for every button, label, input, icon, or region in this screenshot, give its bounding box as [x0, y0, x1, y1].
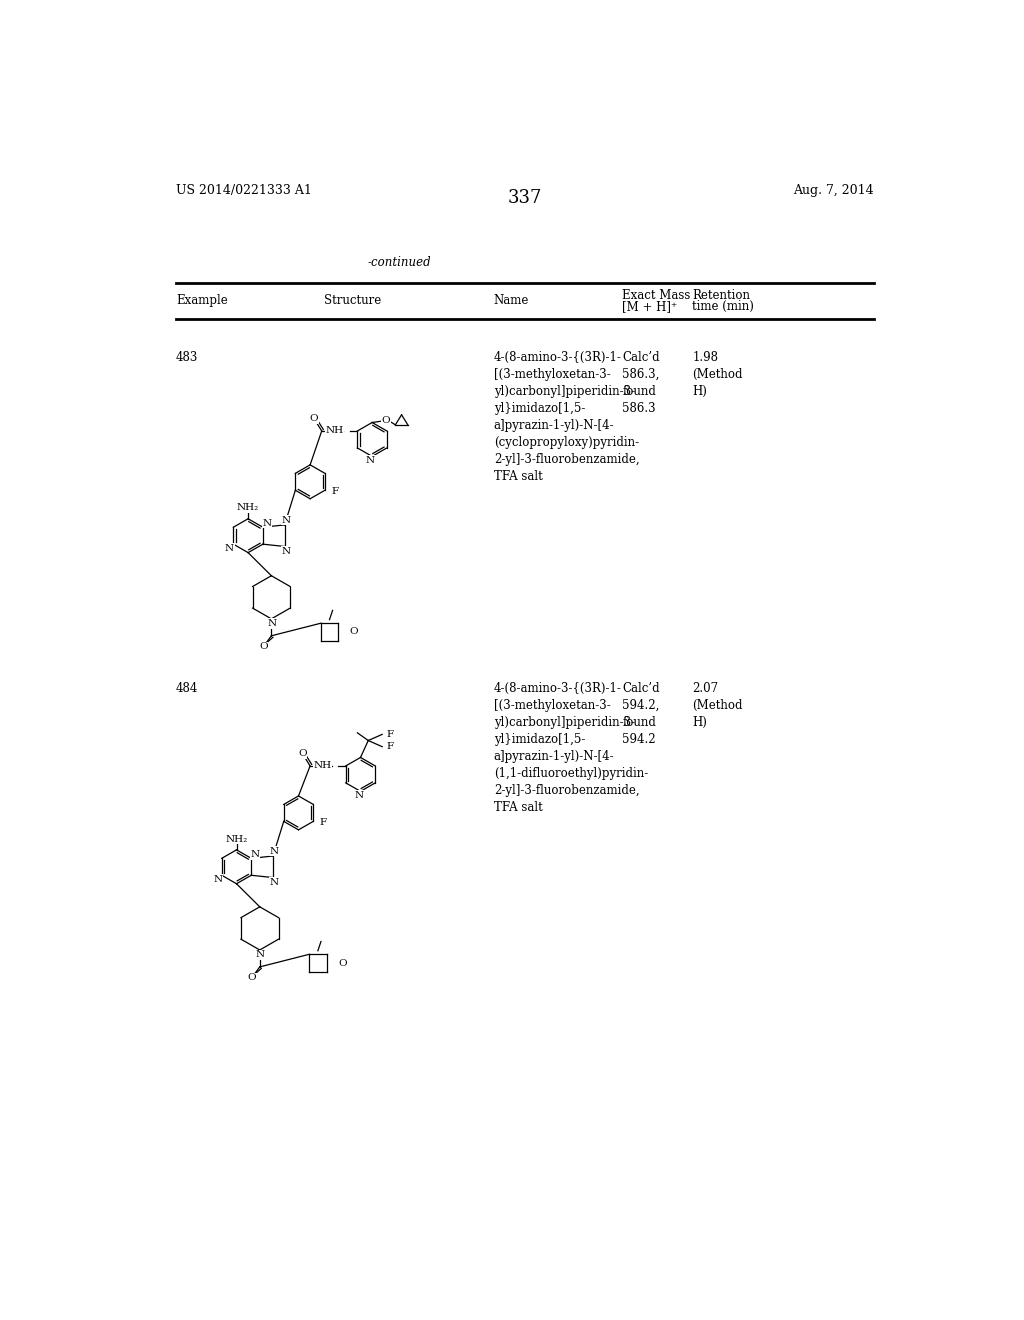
- Text: 2.07
(Method
H): 2.07 (Method H): [692, 682, 742, 729]
- Text: O: O: [309, 414, 318, 424]
- Text: N: N: [256, 950, 265, 960]
- Text: 483: 483: [176, 351, 199, 364]
- Text: F: F: [387, 742, 394, 751]
- Text: N: N: [267, 619, 276, 628]
- Text: 4-(8-amino-3-{(3R)-1-
[(3-methyloxetan-3-
yl)carbonyl]piperidin-3-
yl}imidazo[1,: 4-(8-amino-3-{(3R)-1- [(3-methyloxetan-3…: [494, 351, 639, 483]
- Text: N: N: [282, 516, 291, 525]
- Text: 1.98
(Method
H): 1.98 (Method H): [692, 351, 742, 397]
- Text: N: N: [251, 850, 260, 859]
- Text: Name: Name: [494, 294, 529, 308]
- Text: N: N: [270, 847, 280, 855]
- Text: NH₂: NH₂: [225, 834, 248, 843]
- Text: Exact Mass: Exact Mass: [623, 289, 691, 302]
- Text: [M + H]⁺: [M + H]⁺: [623, 300, 678, 313]
- Text: NH: NH: [313, 762, 332, 771]
- Text: Example: Example: [176, 294, 227, 308]
- Text: O: O: [338, 958, 347, 968]
- Text: 484: 484: [176, 682, 199, 696]
- Text: N: N: [354, 791, 364, 800]
- Text: N: N: [270, 878, 280, 887]
- Text: NH₂: NH₂: [237, 503, 259, 512]
- Text: N: N: [225, 544, 234, 553]
- Text: US 2014/0221333 A1: US 2014/0221333 A1: [176, 185, 312, 197]
- Text: NH: NH: [326, 426, 343, 436]
- Text: Retention: Retention: [692, 289, 751, 302]
- Text: Calc’d
586.3,
found
586.3: Calc’d 586.3, found 586.3: [623, 351, 660, 414]
- Text: O: O: [349, 627, 358, 636]
- Text: O: O: [382, 417, 390, 425]
- Text: time (min): time (min): [692, 300, 754, 313]
- Text: -continued: -continued: [368, 256, 431, 269]
- Text: N: N: [213, 875, 222, 883]
- Text: N: N: [366, 455, 375, 465]
- Text: Aug. 7, 2014: Aug. 7, 2014: [793, 185, 873, 197]
- Text: N: N: [262, 519, 271, 528]
- Text: 337: 337: [508, 190, 542, 207]
- Text: N: N: [282, 546, 291, 556]
- Text: Structure: Structure: [325, 294, 381, 308]
- Text: 4-(8-amino-3-{(3R)-1-
[(3-methyloxetan-3-
yl)carbonyl]piperidin-3-
yl}imidazo[1,: 4-(8-amino-3-{(3R)-1- [(3-methyloxetan-3…: [494, 682, 648, 814]
- Text: Calc’d
594.2,
found
594.2: Calc’d 594.2, found 594.2: [623, 682, 660, 746]
- Text: O: O: [298, 750, 306, 758]
- Text: F: F: [331, 487, 338, 496]
- Text: O: O: [248, 973, 256, 982]
- Text: F: F: [319, 818, 327, 828]
- Text: O: O: [259, 642, 268, 651]
- Text: F: F: [387, 730, 394, 739]
